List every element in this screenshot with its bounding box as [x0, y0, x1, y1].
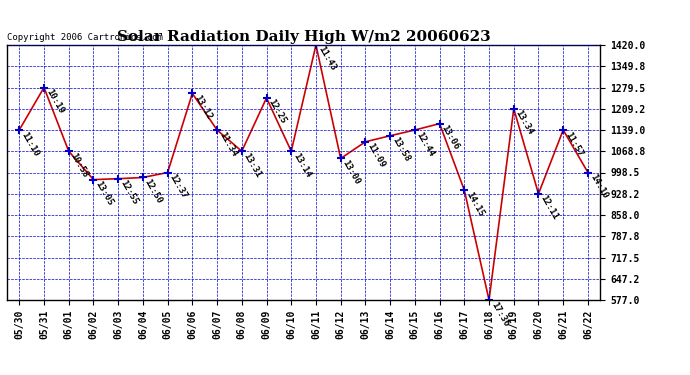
Text: 13:58: 13:58: [390, 136, 411, 164]
Text: 11:57: 11:57: [563, 130, 584, 158]
Text: 11:10: 11:10: [19, 130, 41, 158]
Text: 10:58: 10:58: [69, 151, 90, 179]
Text: 11:34: 11:34: [217, 130, 238, 158]
Text: 12:44: 12:44: [415, 130, 436, 158]
Text: 14:10: 14:10: [588, 172, 609, 200]
Text: Copyright 2006 Cartronics.com: Copyright 2006 Cartronics.com: [7, 33, 163, 42]
Text: 13:00: 13:00: [341, 158, 362, 186]
Text: 12:11: 12:11: [538, 194, 560, 222]
Text: 13:14: 13:14: [291, 151, 313, 179]
Text: 10:19: 10:19: [44, 87, 66, 115]
Text: 13:31: 13:31: [241, 151, 263, 179]
Text: 12:50: 12:50: [143, 177, 164, 205]
Text: 13:05: 13:05: [93, 180, 115, 207]
Text: 12:55: 12:55: [118, 179, 139, 207]
Text: 14:15: 14:15: [464, 190, 486, 218]
Text: 12:25: 12:25: [266, 98, 288, 126]
Text: 12:37: 12:37: [168, 172, 189, 200]
Text: 13:12: 13:12: [193, 93, 214, 121]
Text: 13:06: 13:06: [440, 124, 461, 152]
Text: 11:09: 11:09: [366, 142, 386, 170]
Text: 13:34: 13:34: [514, 109, 535, 136]
Title: Solar Radiation Daily High W/m2 20060623: Solar Radiation Daily High W/m2 20060623: [117, 30, 491, 44]
Text: 17:36: 17:36: [489, 300, 511, 328]
Text: 11:43: 11:43: [316, 45, 337, 73]
